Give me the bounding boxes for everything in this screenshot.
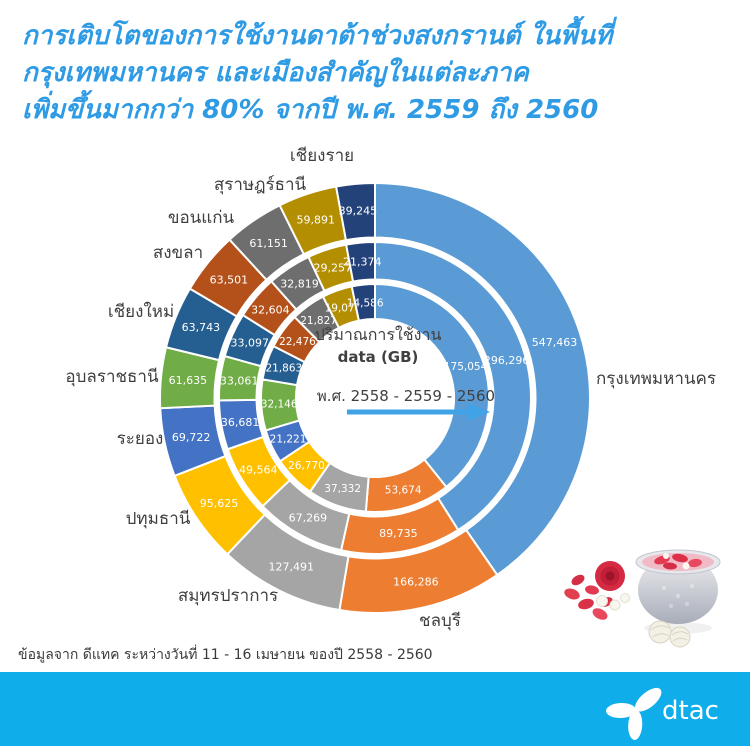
- value-label-middle-4: 36,681: [221, 416, 260, 429]
- value-label-middle-3: 49,564: [239, 464, 278, 477]
- value-label-inner-1: 53,674: [385, 485, 422, 497]
- value-label-outer-4: 69,722: [172, 431, 211, 444]
- songkran-bowl-image: [564, 549, 721, 648]
- value-label-middle-2: 67,269: [289, 511, 328, 524]
- value-label-inner-2: 37,332: [324, 483, 361, 495]
- value-label-inner-6: 21,863: [265, 363, 302, 375]
- donut-rings: 175,054 53,674 37,332 26,770 21,221 32,146 21,…: [65, 146, 716, 631]
- value-label-outer-6: 63,743: [182, 321, 221, 334]
- dtac-propeller-icon: [606, 687, 662, 740]
- value-label-inner-7: 22,476: [279, 336, 316, 348]
- value-label-middle-10: 21,374: [343, 256, 382, 269]
- value-label-middle-1: 89,735: [379, 527, 418, 540]
- value-label-inner-5: 32,146: [261, 399, 298, 411]
- value-label-outer-9: 59,891: [296, 214, 335, 227]
- value-label-middle-9: 29,257: [314, 262, 353, 275]
- value-label-inner-3: 26,770: [288, 460, 325, 472]
- center-unit-label: data (GB): [338, 348, 419, 366]
- value-label-inner-0: 175,054: [444, 361, 488, 373]
- center-years-label: พ.ศ. 2558 - 2559 - 2560: [317, 387, 495, 405]
- value-label-outer-5: 61,635: [169, 374, 208, 387]
- value-label-outer-1: 166,286: [393, 575, 439, 588]
- city-label-7: สงขลา: [153, 243, 203, 263]
- page-title: การเติบโตของการใช้งานดาต้าช่วงสงกรานต์ ใ…: [22, 18, 722, 129]
- value-label-inner-4: 21,221: [270, 433, 307, 445]
- value-label-middle-6: 33,097: [230, 337, 269, 350]
- dtac-logo: dtac: [606, 687, 719, 740]
- city-label-2: สมุทรปราการ: [178, 586, 278, 606]
- segment-middle-10: [344, 240, 376, 283]
- segment-outer-10: [334, 181, 376, 242]
- center-usage-label: ปริมาณการใช้งาน: [315, 325, 442, 344]
- value-label-inner-8: 21,827: [300, 315, 337, 327]
- city-label-8: ขอนแก่น: [168, 208, 235, 228]
- value-label-inner-9: 19,078: [325, 302, 362, 314]
- segment-middle-0: [374, 240, 532, 532]
- city-label-9: สุราษฎร์ธานี: [214, 175, 307, 195]
- brand-band: dtac: [0, 672, 750, 746]
- value-label-middle-7: 32,604: [251, 303, 290, 316]
- value-label-outer-2: 127,491: [269, 560, 315, 573]
- value-label-middle-8: 32,819: [280, 278, 319, 291]
- value-label-outer-3: 95,625: [200, 497, 239, 510]
- city-label-10: เชียงราย: [290, 146, 354, 166]
- city-label-1: ชลบุรี: [419, 611, 461, 631]
- city-label-5: อุบลราชธานี: [65, 367, 159, 387]
- segment-outer-0: [374, 181, 591, 577]
- years-arrow-icon: [347, 403, 490, 421]
- source-note: ข้อมูลจาก ดีแทค ระหว่างวันที่ 11 - 16 เม…: [18, 647, 433, 663]
- city-label-4: ระยอง: [117, 429, 164, 449]
- segment-inner-0: [374, 282, 490, 489]
- title-line-3: เพิ่มขึ้นมากกว่า 80% จากปี พ.ศ. 2559 ถึง…: [22, 95, 599, 125]
- city-label-3: ปทุมธานี: [126, 509, 191, 529]
- segment-inner-10: [350, 282, 376, 322]
- value-label-outer-0: 547,463: [532, 336, 578, 349]
- value-label-inner-10: 14,586: [347, 297, 384, 309]
- title-line-1: การเติบโตของการใช้งานดาต้าช่วงสงกรานต์ ใ…: [22, 21, 613, 51]
- dtac-wordmark: dtac: [662, 696, 719, 726]
- value-label-middle-5: 33,061: [220, 374, 259, 387]
- city-label-0: กรุงเทพมหานคร: [596, 369, 716, 389]
- value-label-middle-0: 296,296: [484, 354, 530, 367]
- value-label-outer-10: 39,245: [339, 205, 378, 218]
- city-label-6: เชียงใหม่: [108, 301, 174, 322]
- title-line-2: กรุงเทพมหานคร และเมืองสำคัญในแต่ละภาค: [22, 58, 529, 88]
- value-label-outer-8: 61,151: [249, 237, 288, 250]
- value-label-outer-7: 63,501: [210, 274, 249, 287]
